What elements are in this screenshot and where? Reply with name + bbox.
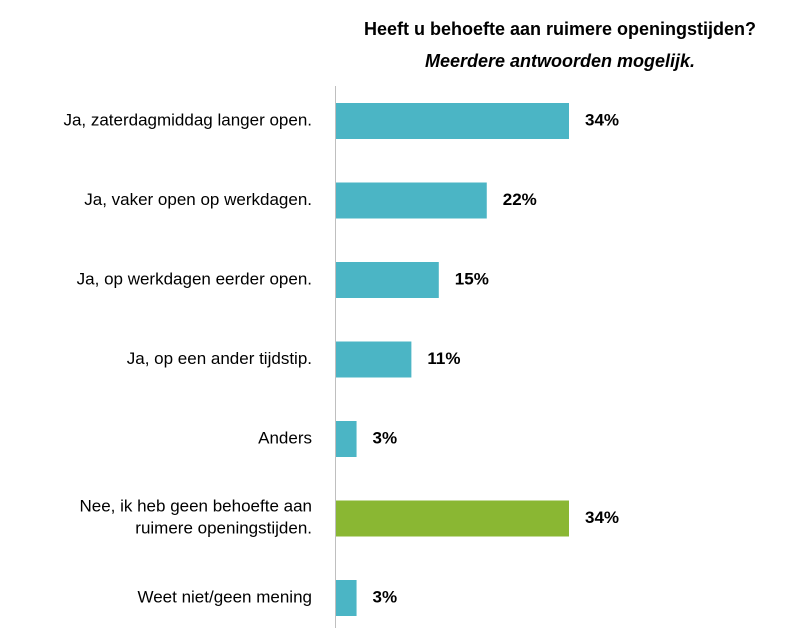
value-label: 15% bbox=[455, 269, 489, 288]
bar bbox=[336, 182, 487, 219]
category-label: Ja, op werkdagen eerder open. bbox=[77, 269, 312, 288]
value-label: 34% bbox=[585, 508, 619, 527]
category-label: Anders bbox=[258, 428, 312, 447]
chart-subtitle: Meerdere antwoorden mogelijk. bbox=[425, 51, 695, 71]
chart-title: Heeft u behoefte aan ruimere openingstij… bbox=[364, 19, 756, 39]
category-label: Nee, ik heb geen behoefte aan ruimere ope… bbox=[79, 497, 312, 538]
category-label: Weet niet/geen mening bbox=[137, 587, 312, 606]
bar bbox=[336, 580, 357, 616]
value-label: 3% bbox=[373, 428, 398, 447]
bar bbox=[336, 341, 412, 378]
value-label: 22% bbox=[503, 190, 537, 209]
category-label: Ja, op een ander tijdstip. bbox=[127, 349, 312, 368]
bar bbox=[336, 103, 569, 139]
value-label: 34% bbox=[585, 110, 619, 129]
value-label: 11% bbox=[427, 349, 460, 368]
value-label: 3% bbox=[373, 587, 398, 606]
bar bbox=[336, 500, 569, 537]
category-label: Ja, vaker open op werkdagen. bbox=[84, 190, 312, 209]
bar bbox=[336, 421, 357, 457]
bar bbox=[336, 262, 439, 298]
category-label: Ja, zaterdagmiddag langer open. bbox=[63, 110, 312, 129]
